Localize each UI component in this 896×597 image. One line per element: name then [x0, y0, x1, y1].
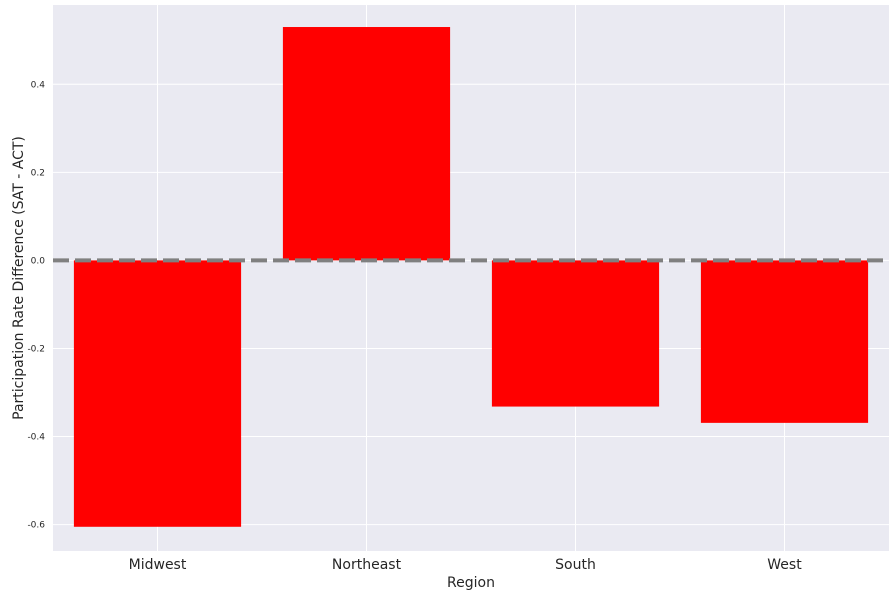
y-tick-label: -0.4 [27, 433, 45, 443]
bar-west [700, 260, 869, 423]
x-tick-label: West [767, 557, 802, 573]
y-tick-label: 0.4 [31, 80, 46, 90]
x-axis-label: Region [447, 575, 495, 591]
x-tick-label: South [555, 557, 596, 573]
y-axis-ticks: 0.4 0.2 0.0 -0.2 -0.4 -0.6 [27, 80, 45, 530]
y-axis-label: Participation Rate Difference (SAT - ACT… [11, 136, 27, 420]
bars [73, 27, 869, 527]
bar-midwest [73, 260, 242, 527]
bar-northeast [282, 27, 451, 261]
y-tick-label: 0.2 [31, 168, 45, 178]
x-tick-label: Midwest [129, 557, 187, 573]
bar-south [491, 260, 660, 407]
x-axis-ticks: Midwest Northeast South West [129, 557, 803, 573]
y-tick-label: 0.0 [31, 256, 46, 266]
x-tick-label: Northeast [332, 557, 402, 573]
y-tick-label: -0.6 [27, 521, 45, 531]
y-tick-label: -0.2 [27, 344, 45, 354]
